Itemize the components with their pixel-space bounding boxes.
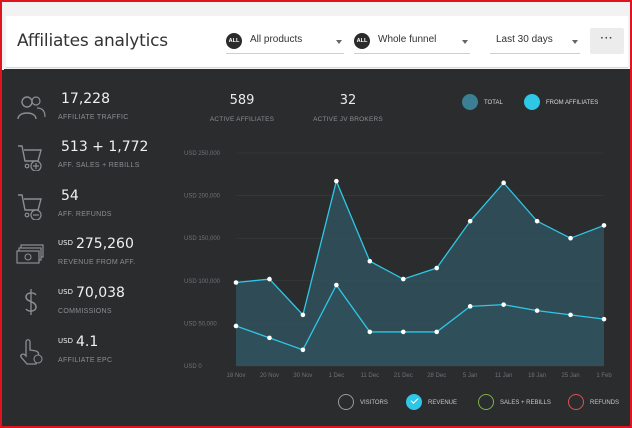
series-area <box>236 285 604 366</box>
data-point <box>434 329 440 335</box>
stat-aff-refunds: 54 AFF. REFUNDS <box>4 188 184 232</box>
legend-refunds-toggle <box>568 394 584 410</box>
data-point <box>568 312 573 318</box>
more-options-button[interactable]: ··· <box>590 28 624 54</box>
data-point <box>233 323 239 329</box>
legend-revenue-toggle <box>406 394 422 410</box>
x-tick-label: 18 Nov <box>226 373 245 379</box>
stat-affiliate-traffic: 17,228 AFFILIATE TRAFFIC <box>4 91 184 135</box>
x-tick-label: 18 Jan <box>528 373 546 379</box>
active-affiliates-label: ACTIVE AFFILIATES <box>209 116 275 123</box>
revenue-area-chart: USD 250,000 USD 200,000 USD 150,000 USD 100… <box>184 151 612 379</box>
series-line <box>235 179 605 317</box>
date-range-dropdown[interactable]: Last 30 days <box>490 30 580 54</box>
x-tick-label: 25 Jan <box>562 373 580 379</box>
x-tick-label: 1 Feb <box>596 373 612 379</box>
stat-value: USD 275,260 <box>58 236 134 252</box>
x-tick-label: 1 Dec <box>329 373 345 379</box>
cart-add-icon <box>18 145 42 171</box>
stat-affiliate-epc: USD 4.1 AFFILIATE EPC <box>4 334 184 378</box>
header-bar: Affiliates analytics ALL All products AL… <box>6 16 628 68</box>
data-point <box>334 282 339 288</box>
data-point <box>601 223 607 228</box>
stat-revenue-from-aff: USD 275,260 REVENUE FROM AFF. <box>4 236 184 280</box>
data-point <box>300 312 306 318</box>
data-point <box>334 178 339 184</box>
y-tick-label: USD 100,000 <box>184 279 221 285</box>
stat-label: AFFILIATE TRAFFIC <box>58 114 129 121</box>
active-jv-brokers-label: ACTIVE JV BROKERS <box>313 116 383 123</box>
data-point <box>400 276 406 282</box>
x-tick-label: 5 Jan <box>463 373 478 379</box>
y-tick-label: USD 250,000 <box>184 151 221 157</box>
data-point <box>400 329 406 335</box>
users-icon <box>17 96 46 120</box>
stat-label: AFF. SALES + REBILLS <box>58 162 140 169</box>
stat-value: USD 4.1 <box>58 334 99 350</box>
stat-value: USD 70,038 <box>58 285 125 301</box>
x-tick-label: 30 Nov <box>293 373 312 379</box>
product-filter-badge: ALL <box>226 33 242 49</box>
stat-aff-sales-rebills: 513 + 1,772 AFF. SALES + REBILLS <box>4 139 184 183</box>
data-point <box>568 235 573 241</box>
stat-label: REVENUE FROM AFF. <box>58 259 136 266</box>
x-tick-label: 21 Dec <box>394 373 413 379</box>
x-tick-label: 11 Dec <box>361 373 380 379</box>
funnel-filter-dropdown[interactable]: ALL Whole funnel <box>354 30 470 54</box>
stat-commissions: USD 70,038 COMMISSIONS <box>4 285 184 329</box>
legend-from-affiliates-swatch <box>524 94 540 110</box>
data-point <box>467 304 473 309</box>
y-tick-label: USD 200,000 <box>184 194 221 200</box>
check-icon <box>410 396 419 404</box>
data-point <box>367 258 373 264</box>
funnel-filter-value: Whole funnel <box>378 34 437 45</box>
active-jv-brokers-value: 32 <box>339 93 357 108</box>
funnel-filter-badge: ALL <box>354 33 370 49</box>
legend-total-swatch <box>462 94 478 110</box>
x-tick-label: 20 Nov <box>260 373 279 379</box>
product-filter-value: All products <box>250 34 303 45</box>
stat-value: 54 <box>61 188 79 204</box>
legend-visitors-toggle <box>338 394 354 410</box>
legend-sales-rebills-toggle <box>478 394 494 410</box>
data-point <box>467 218 473 224</box>
stat-label: AFF. REFUNDS <box>58 211 112 218</box>
x-tick-label: 28 Dec <box>427 373 446 379</box>
data-point <box>367 329 373 335</box>
data-point <box>267 276 272 282</box>
chevron-down-icon <box>462 40 468 44</box>
dollar-icon <box>25 289 37 315</box>
x-tick-label: 11 Jan <box>495 373 513 379</box>
page-title: Affiliates analytics <box>17 31 168 51</box>
series-line <box>235 283 605 351</box>
y-tick-label: USD 0 <box>184 364 202 370</box>
data-point <box>534 218 540 224</box>
chevron-down-icon <box>572 40 578 44</box>
stat-value: 17,228 <box>61 91 110 107</box>
stat-label: AFFILIATE EPC <box>58 357 113 364</box>
data-point <box>233 280 239 285</box>
data-point <box>434 265 440 271</box>
money-icon <box>16 244 44 264</box>
analytics-panel: 17,228 AFFILIATE TRAFFIC 513 + 1,772 AFF… <box>4 69 630 426</box>
data-point <box>501 302 506 307</box>
chevron-down-icon <box>336 40 342 44</box>
stat-value: 513 + 1,772 <box>61 139 149 155</box>
data-point <box>501 180 506 186</box>
hand-click-icon <box>20 339 43 365</box>
data-point <box>534 308 540 313</box>
y-tick-label: USD 50,000 <box>184 321 217 327</box>
cart-remove-icon <box>18 194 42 220</box>
date-range-value: Last 30 days <box>496 34 553 45</box>
y-tick-label: USD 150,000 <box>184 236 221 242</box>
data-point <box>267 335 272 341</box>
active-affiliates-value: 589 <box>229 93 255 108</box>
stat-label: COMMISSIONS <box>58 308 112 315</box>
data-point <box>300 347 306 353</box>
data-point <box>601 316 607 322</box>
product-filter-dropdown[interactable]: ALL All products <box>226 30 344 54</box>
